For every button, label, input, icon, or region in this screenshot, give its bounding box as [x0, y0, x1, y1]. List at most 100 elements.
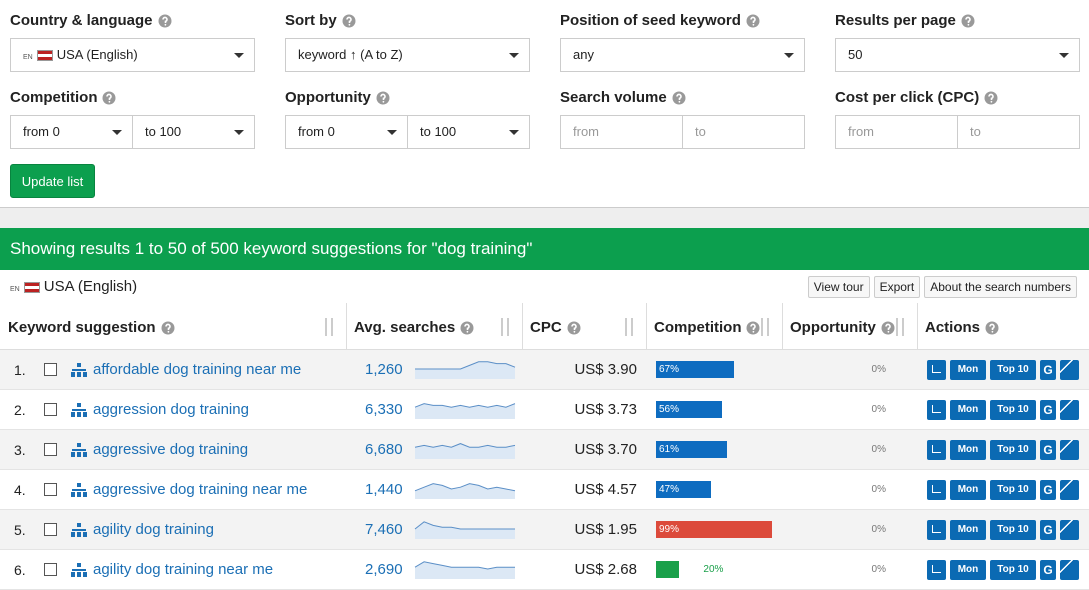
select[interactable]: any — [560, 38, 805, 72]
trend-button[interactable] — [1060, 560, 1079, 580]
monitor-button[interactable]: Mon — [950, 360, 986, 380]
tree-icon[interactable] — [71, 443, 87, 457]
monitor-button[interactable]: Mon — [950, 400, 986, 420]
keyword-link[interactable]: agility dog training near me — [93, 561, 274, 578]
competition-bar — [656, 481, 711, 498]
monitor-button[interactable]: Mon — [950, 560, 986, 580]
input[interactable]: to — [957, 115, 1080, 149]
help-icon[interactable] — [567, 321, 581, 335]
checkbox[interactable] — [44, 403, 57, 416]
trend-button[interactable] — [1060, 480, 1079, 500]
help-icon[interactable] — [102, 91, 116, 105]
searches[interactable]: 6,680 — [365, 441, 403, 458]
trend-line — [414, 403, 516, 408]
google-button[interactable]: G — [1040, 520, 1056, 540]
help-icon[interactable] — [376, 91, 390, 105]
checkbox[interactable] — [44, 363, 57, 376]
help-icon[interactable] — [984, 91, 998, 105]
select[interactable]: from 0 — [10, 115, 133, 149]
trend-area — [415, 443, 515, 459]
checkbox[interactable] — [44, 443, 57, 456]
help-icon[interactable] — [161, 321, 175, 335]
google-button[interactable]: G — [1040, 560, 1056, 580]
column-header[interactable]: Avg. searches — [354, 319, 456, 336]
input[interactable]: from — [560, 115, 683, 149]
monitor-button[interactable]: Mon — [950, 440, 986, 460]
tree-icon[interactable] — [71, 403, 87, 417]
searches[interactable]: 6,330 — [365, 401, 403, 418]
help-icon[interactable] — [672, 91, 686, 105]
help-icon[interactable] — [342, 14, 356, 28]
toolbar-button[interactable]: Export — [873, 276, 921, 298]
sort-icon[interactable] — [498, 318, 512, 336]
help-icon[interactable] — [961, 14, 975, 28]
top10-button[interactable]: Top 10 — [990, 360, 1036, 380]
trend-sparkline — [414, 403, 516, 419]
keyword-link[interactable]: affordable dog training near me — [93, 361, 302, 378]
google-button[interactable]: G — [1040, 360, 1056, 380]
keyword-link[interactable]: aggressive dog training — [93, 441, 249, 458]
select[interactable]: from 0 — [285, 115, 408, 149]
select[interactable]: to 100 — [132, 115, 255, 149]
top10-button[interactable]: Top 10 — [990, 560, 1036, 580]
help-icon[interactable] — [158, 14, 172, 28]
column-header[interactable]: Opportunity — [790, 319, 876, 336]
keyword-link[interactable]: aggression dog training — [93, 401, 249, 418]
monitor-button[interactable]: Mon — [950, 520, 986, 540]
sort-icon[interactable] — [622, 318, 636, 336]
sort-icon[interactable] — [893, 318, 907, 336]
trend-button[interactable] — [1060, 400, 1079, 420]
google-button[interactable]: G — [1040, 480, 1056, 500]
chart-button[interactable] — [927, 360, 946, 380]
sort-icon[interactable] — [758, 318, 772, 336]
tree-icon[interactable] — [71, 563, 87, 577]
chart-button[interactable] — [927, 400, 946, 420]
select[interactable]: EN USA (English) — [10, 38, 255, 72]
select[interactable]: keyword ↑ (A to Z) — [285, 38, 530, 72]
chart-button[interactable] — [927, 520, 946, 540]
sort-icon[interactable] — [322, 318, 336, 336]
top10-button[interactable]: Top 10 — [990, 440, 1036, 460]
searches[interactable]: 1,260 — [365, 361, 403, 378]
google-button[interactable]: G — [1040, 400, 1056, 420]
column-header[interactable]: Competition — [654, 319, 742, 336]
select[interactable]: 50 — [835, 38, 1080, 72]
help-icon[interactable] — [460, 321, 474, 335]
searches[interactable]: 2,690 — [365, 561, 403, 578]
chart-button[interactable] — [927, 560, 946, 580]
top10-button[interactable]: Top 10 — [990, 400, 1036, 420]
checkbox[interactable] — [44, 563, 57, 576]
toolbar-button[interactable]: About the search numbers — [924, 276, 1077, 298]
keyword-link[interactable]: agility dog training — [93, 521, 214, 538]
help-icon[interactable] — [746, 321, 760, 335]
column-header[interactable]: Keyword suggestion — [8, 319, 156, 336]
trend-button[interactable] — [1060, 360, 1079, 380]
checkbox[interactable] — [44, 483, 57, 496]
trend-button[interactable] — [1060, 520, 1079, 540]
google-button[interactable]: G — [1040, 440, 1056, 460]
select[interactable]: to 100 — [407, 115, 530, 149]
tree-icon[interactable] — [71, 523, 87, 537]
chart-button[interactable] — [927, 480, 946, 500]
input[interactable]: from — [835, 115, 958, 149]
trend-sparkline — [414, 561, 515, 579]
column-header[interactable]: CPC — [530, 319, 562, 336]
tree-icon[interactable] — [71, 363, 87, 377]
searches[interactable]: 1,440 — [365, 481, 403, 498]
searches[interactable]: 7,460 — [365, 521, 403, 538]
top10-button[interactable]: Top 10 — [990, 520, 1036, 540]
trend-button[interactable] — [1060, 440, 1079, 460]
toolbar-button[interactable]: View tour — [807, 276, 870, 298]
help-icon[interactable] — [746, 14, 760, 28]
chart-button[interactable] — [927, 440, 946, 460]
checkbox[interactable] — [44, 523, 57, 536]
results-header: Showing results 1 to 50 of 500 keyword s… — [0, 228, 1089, 270]
tree-icon[interactable] — [71, 483, 87, 497]
help-icon[interactable] — [881, 321, 895, 335]
help-icon[interactable] — [985, 321, 999, 335]
update-button[interactable]: Update list — [10, 164, 95, 198]
top10-button[interactable]: Top 10 — [990, 480, 1036, 500]
input[interactable]: to — [682, 115, 805, 149]
keyword-link[interactable]: aggressive dog training near me — [93, 481, 308, 498]
monitor-button[interactable]: Mon — [950, 480, 986, 500]
